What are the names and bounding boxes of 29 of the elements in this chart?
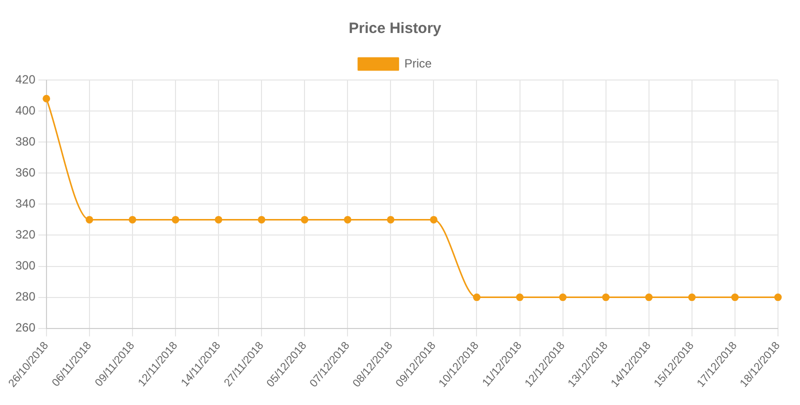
point bbox=[559, 294, 567, 302]
y-tick-label: 340 bbox=[15, 196, 36, 210]
point bbox=[731, 294, 739, 302]
legend-label: Price bbox=[404, 56, 432, 70]
point bbox=[645, 294, 653, 302]
point bbox=[128, 216, 136, 224]
y-tick-label: 380 bbox=[15, 134, 36, 148]
y-tick-label: 400 bbox=[15, 103, 36, 118]
point bbox=[344, 216, 352, 224]
point bbox=[42, 94, 50, 102]
point bbox=[258, 216, 266, 224]
point bbox=[86, 216, 94, 224]
y-tick-label: 300 bbox=[15, 258, 36, 273]
point bbox=[386, 216, 394, 224]
point bbox=[430, 216, 438, 224]
point bbox=[300, 216, 308, 224]
y-tick-label: 360 bbox=[15, 165, 36, 180]
point bbox=[172, 216, 180, 224]
point bbox=[688, 294, 696, 302]
chart-title: Price History bbox=[348, 20, 442, 38]
y-tick-label: 280 bbox=[15, 290, 36, 304]
point bbox=[602, 294, 610, 302]
point bbox=[214, 216, 222, 224]
point bbox=[473, 294, 480, 302]
y-tick-label: 320 bbox=[15, 228, 36, 242]
point bbox=[774, 294, 782, 302]
point bbox=[516, 294, 524, 302]
y-tick-label: 420 bbox=[15, 72, 36, 86]
y-tick-label: 260 bbox=[15, 320, 36, 335]
